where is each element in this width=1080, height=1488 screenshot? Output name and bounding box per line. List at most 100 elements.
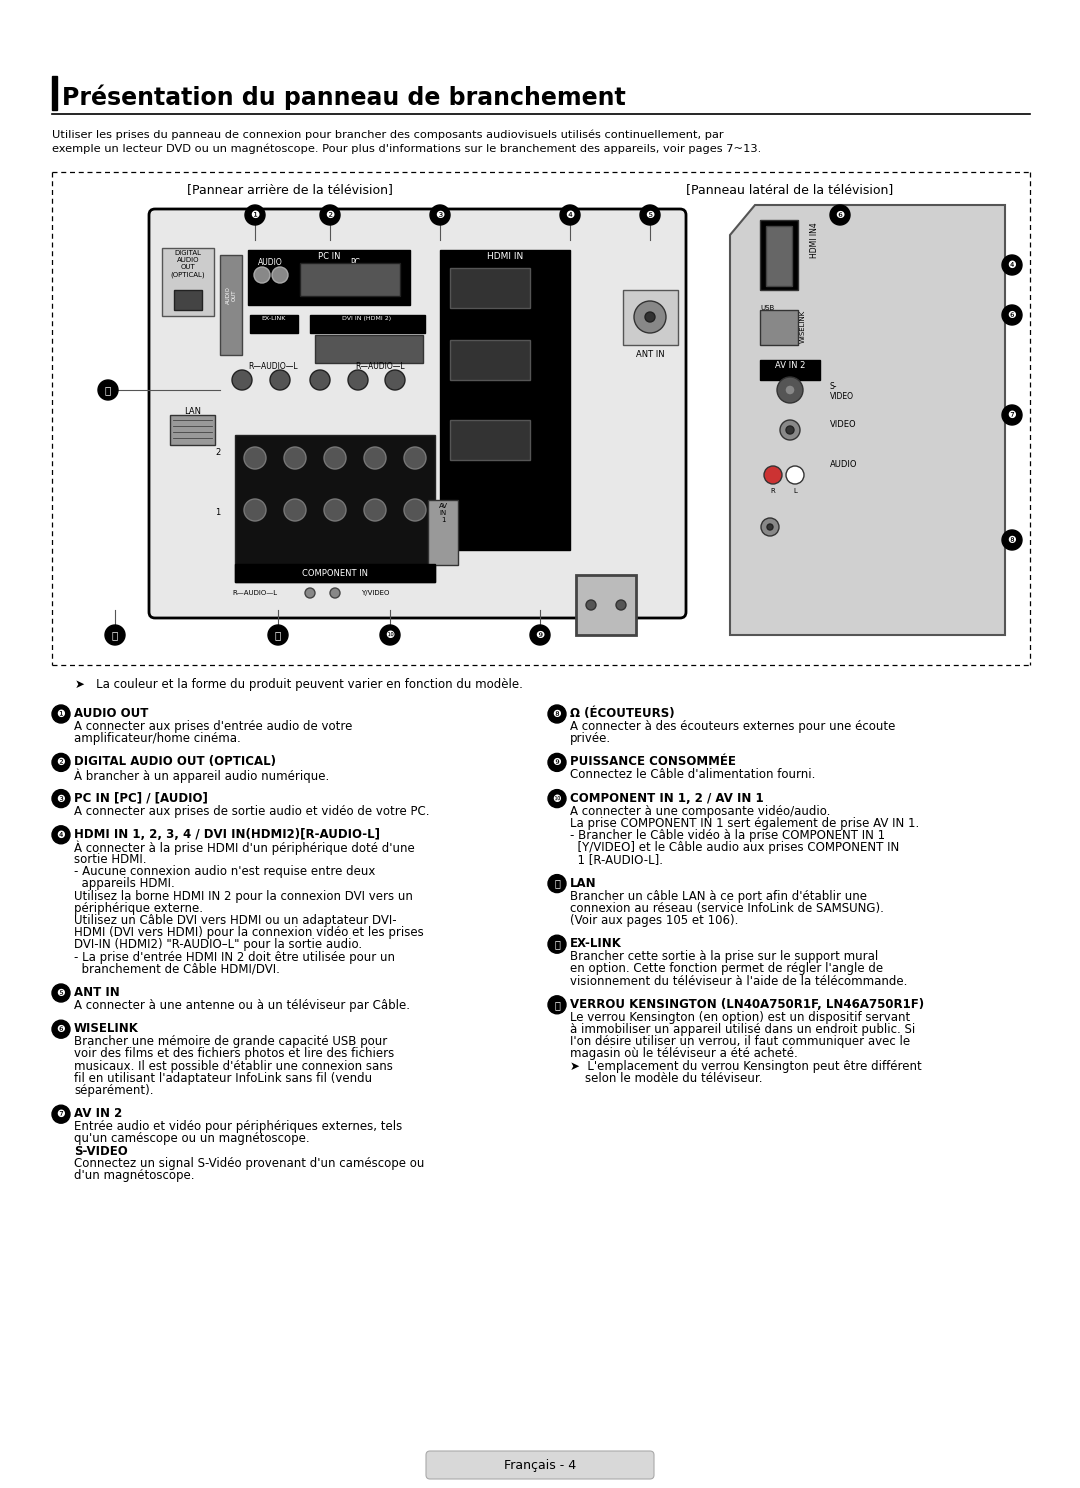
Text: AUDIO OUT: AUDIO OUT <box>75 707 148 720</box>
Text: EX-LINK: EX-LINK <box>570 937 622 951</box>
Text: branchement de Câble HDMI/DVI.: branchement de Câble HDMI/DVI. <box>75 963 280 976</box>
Text: ❺: ❺ <box>56 988 66 998</box>
Circle shape <box>52 790 70 808</box>
Text: ❷: ❷ <box>56 757 66 768</box>
Text: d'un magnétoscope.: d'un magnétoscope. <box>75 1170 194 1181</box>
Text: WISELINK: WISELINK <box>800 310 806 342</box>
Text: ❷: ❷ <box>325 210 335 220</box>
Text: PC IN: PC IN <box>318 251 340 260</box>
Text: ❼: ❼ <box>56 1109 66 1119</box>
Circle shape <box>1002 305 1022 324</box>
Bar <box>450 420 530 460</box>
Bar <box>220 254 242 356</box>
Text: AUDIO: AUDIO <box>831 460 858 469</box>
Text: DVI-IN (HDMI2) "R-AUDIO–L" pour la sortie audio.: DVI-IN (HDMI2) "R-AUDIO–L" pour la sorti… <box>75 939 362 951</box>
Text: (Voir aux pages 105 et 106).: (Voir aux pages 105 et 106). <box>570 914 739 927</box>
Text: Utilisez un Câble DVI vers HDMI ou un adaptateur DVI-: Utilisez un Câble DVI vers HDMI ou un ad… <box>75 914 396 927</box>
Bar <box>576 574 636 635</box>
Circle shape <box>268 625 288 644</box>
Circle shape <box>785 385 795 394</box>
Text: ⓬: ⓬ <box>554 939 559 949</box>
Text: [Y/VIDEO] et le Câble audio aux prises COMPONENT IN: [Y/VIDEO] et le Câble audio aux prises C… <box>570 841 900 854</box>
Text: À connecter à la prise HDMI d'un périphérique doté d'une: À connecter à la prise HDMI d'un périphé… <box>75 841 415 856</box>
Text: 1 [R-AUDIO-L].: 1 [R-AUDIO-L]. <box>570 854 663 866</box>
Circle shape <box>324 498 346 521</box>
Circle shape <box>348 371 368 390</box>
Text: connexion au réseau (service InfoLink de SAMSUNG).: connexion au réseau (service InfoLink de… <box>570 902 883 915</box>
Text: COMPONENT IN: COMPONENT IN <box>302 568 368 577</box>
Circle shape <box>586 600 596 610</box>
Text: amplificateur/home cinéma.: amplificateur/home cinéma. <box>75 732 241 745</box>
Text: Entrée audio et vidéo pour périphériques externes, tels: Entrée audio et vidéo pour périphériques… <box>75 1120 402 1134</box>
Bar <box>760 220 798 290</box>
Text: Utilisez la borne HDMI IN 2 pour la connexion DVI vers un: Utilisez la borne HDMI IN 2 pour la conn… <box>75 890 413 903</box>
Text: Français - 4: Français - 4 <box>504 1458 576 1472</box>
Circle shape <box>305 588 315 598</box>
Text: 2: 2 <box>215 448 220 457</box>
Text: ❼: ❼ <box>1008 411 1016 420</box>
Text: 3: 3 <box>553 283 559 293</box>
Circle shape <box>324 446 346 469</box>
Text: R—AUDIO—L: R—AUDIO—L <box>355 362 405 371</box>
Text: appareils HDMI.: appareils HDMI. <box>75 878 175 890</box>
Text: ❹: ❹ <box>56 830 66 839</box>
Text: Utiliser les prises du panneau de connexion pour brancher des composants audiovi: Utiliser les prises du panneau de connex… <box>52 129 761 155</box>
Text: HDMI IN4: HDMI IN4 <box>810 222 819 257</box>
Circle shape <box>548 753 566 771</box>
Circle shape <box>52 1106 70 1123</box>
Text: ❻: ❻ <box>835 210 845 220</box>
Text: - Aucune connexion audio n'est requise entre deux: - Aucune connexion audio n'est requise e… <box>75 865 376 878</box>
Text: ❿: ❿ <box>386 629 394 640</box>
Text: HDMI IN 1, 2, 3, 4 / DVI IN(HDMI2)[R-AUDIO-L]: HDMI IN 1, 2, 3, 4 / DVI IN(HDMI2)[R-AUD… <box>75 827 380 841</box>
Text: La prise COMPONENT IN 1 sert également de prise AV IN 1.: La prise COMPONENT IN 1 sert également d… <box>570 817 919 830</box>
Circle shape <box>548 995 566 1013</box>
Text: Présentation du panneau de branchement: Présentation du panneau de branchement <box>62 85 625 110</box>
Circle shape <box>548 875 566 893</box>
Text: ANT IN: ANT IN <box>636 350 664 359</box>
Bar <box>623 290 678 345</box>
Circle shape <box>561 205 580 225</box>
Circle shape <box>640 205 660 225</box>
Text: USB: USB <box>760 305 774 311</box>
Text: DIGITAL AUDIO OUT (OPTICAL): DIGITAL AUDIO OUT (OPTICAL) <box>75 756 276 768</box>
Circle shape <box>254 266 270 283</box>
Circle shape <box>52 1021 70 1039</box>
Circle shape <box>764 466 782 484</box>
Text: Brancher un câble LAN à ce port afin d'établir une: Brancher un câble LAN à ce port afin d'é… <box>570 890 867 903</box>
Text: ⓫: ⓫ <box>275 629 281 640</box>
Circle shape <box>364 498 386 521</box>
Text: A connecter à une antenne ou à un téléviseur par Câble.: A connecter à une antenne ou à un télévi… <box>75 998 410 1012</box>
Text: VERROU KENSINGTON (LN40A750R1F, LN46A750R1F): VERROU KENSINGTON (LN40A750R1F, LN46A750… <box>570 998 924 1010</box>
Text: 1: 1 <box>215 507 220 516</box>
Text: ❿: ❿ <box>553 793 562 804</box>
Text: R—AUDIO—L: R—AUDIO—L <box>232 591 278 597</box>
Text: à immobiliser un appareil utilisé dans un endroit public. Si: à immobiliser un appareil utilisé dans u… <box>570 1024 915 1036</box>
Circle shape <box>272 266 288 283</box>
Text: À brancher à un appareil audio numérique.: À brancher à un appareil audio numérique… <box>75 768 329 783</box>
Text: AV
IN
1: AV IN 1 <box>438 503 447 522</box>
Text: HDMI IN: HDMI IN <box>487 251 523 260</box>
Text: LAN: LAN <box>185 408 202 417</box>
Text: L: L <box>793 488 797 494</box>
Text: AUDIO
OUT: AUDIO OUT <box>226 286 237 304</box>
Circle shape <box>761 518 779 536</box>
Text: - La prise d'entrée HDMI IN 2 doit être utilisée pour un: - La prise d'entrée HDMI IN 2 doit être … <box>75 951 395 964</box>
Bar <box>162 248 214 315</box>
Text: PUISSANCE CONSOMMÉE: PUISSANCE CONSOMMÉE <box>570 756 735 768</box>
Text: ❻: ❻ <box>1008 310 1016 320</box>
Circle shape <box>786 426 794 434</box>
Text: - Brancher le Câble vidéo à la prise COMPONENT IN 1: - Brancher le Câble vidéo à la prise COM… <box>570 829 886 842</box>
Circle shape <box>548 705 566 723</box>
Bar <box>760 360 820 379</box>
Circle shape <box>310 371 330 390</box>
Circle shape <box>1002 405 1022 426</box>
Circle shape <box>284 446 306 469</box>
Circle shape <box>777 376 804 403</box>
Circle shape <box>404 498 426 521</box>
Text: Connectez le Câble d'alimentation fourni.: Connectez le Câble d'alimentation fourni… <box>570 768 815 781</box>
Text: WISELINK: WISELINK <box>75 1022 139 1036</box>
Text: ❾: ❾ <box>536 629 544 640</box>
Text: R—AUDIO—L: R—AUDIO—L <box>248 362 298 371</box>
Text: Le verrou Kensington (en option) est un dispositif servant: Le verrou Kensington (en option) est un … <box>570 1010 910 1024</box>
Text: ❽: ❽ <box>553 708 562 719</box>
